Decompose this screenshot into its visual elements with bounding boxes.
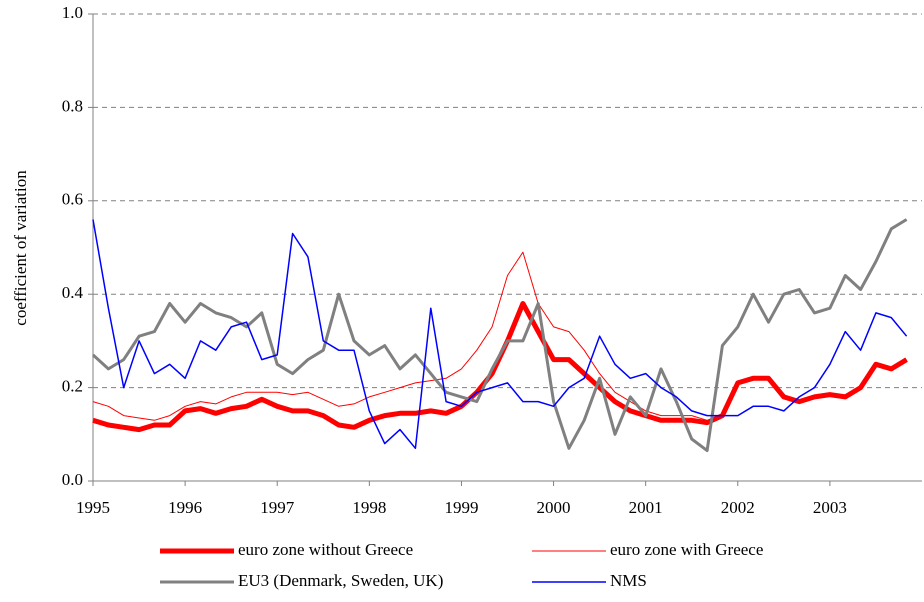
x-tick-label: 2001 — [629, 498, 663, 517]
x-tick-label: 2003 — [813, 498, 847, 517]
legend-label: euro zone with Greece — [610, 540, 763, 559]
x-tick-label: 1996 — [168, 498, 202, 517]
y-tick-label: 0.6 — [62, 190, 83, 209]
y-tick-label: 0.8 — [62, 96, 83, 115]
x-tick-label: 1999 — [444, 498, 478, 517]
legend-label: NMS — [610, 571, 647, 590]
series-line — [92, 219, 908, 450]
legend-label: euro zone without Greece — [238, 540, 413, 559]
x-tick-label: 2002 — [721, 498, 755, 517]
series-line — [91, 218, 908, 453]
legend-label: EU3 (Denmark, Sweden, UK) — [238, 571, 443, 590]
x-tick-label: 2000 — [537, 498, 571, 517]
y-tick-label: 0.4 — [62, 283, 84, 302]
x-tick-label: 1997 — [260, 498, 295, 517]
y-tick-label: 1.0 — [62, 3, 83, 22]
y-tick-label: 0.0 — [62, 470, 83, 489]
x-tick-label: 1998 — [352, 498, 386, 517]
series-line — [92, 251, 907, 421]
y-axis-label: coefficient of variation — [11, 170, 30, 326]
x-tick-label: 1995 — [76, 498, 110, 517]
y-tick-label: 0.2 — [62, 377, 83, 396]
